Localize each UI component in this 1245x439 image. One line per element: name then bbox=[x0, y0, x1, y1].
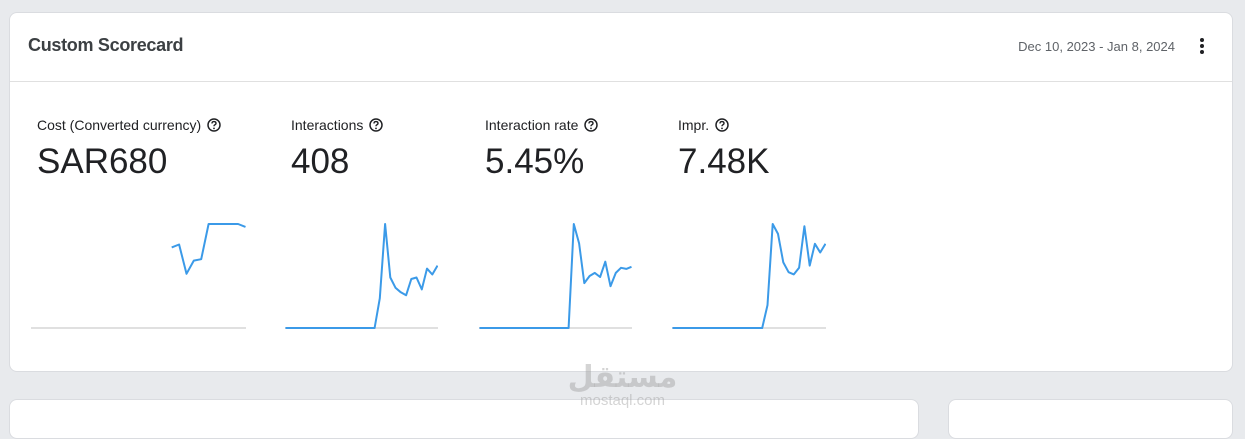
metric: Cost (Converted currency) SAR680 bbox=[37, 117, 221, 182]
sparkline bbox=[672, 223, 826, 329]
help-icon[interactable] bbox=[207, 118, 221, 132]
metric-label: Cost (Converted currency) bbox=[37, 117, 202, 133]
sparkline bbox=[285, 223, 438, 329]
help-mark bbox=[373, 120, 380, 127]
metric: Interactions 408 bbox=[291, 117, 384, 182]
metric-value: 408 bbox=[291, 142, 350, 181]
metric: Impr. 7.48K bbox=[678, 117, 769, 182]
help-icon[interactable] bbox=[584, 118, 599, 132]
metric-label: Impr. bbox=[678, 117, 710, 133]
help-mark bbox=[588, 120, 595, 127]
metric-label-row: Interaction rate bbox=[485, 117, 599, 133]
sparkline bbox=[479, 223, 632, 329]
help-circle bbox=[369, 118, 384, 132]
scorecard-card: Custom Scorecard Dec 10, 2023 - Jan 8, 2… bbox=[9, 12, 1233, 372]
metric-value: 7.48K bbox=[678, 142, 770, 181]
help-icon[interactable] bbox=[369, 118, 384, 132]
more-menu[interactable] bbox=[1199, 37, 1205, 55]
metric-label-row: Cost (Converted currency) bbox=[37, 117, 221, 133]
metric-label: Interactions bbox=[291, 117, 364, 133]
divider bbox=[10, 81, 1232, 82]
metric-value: 5.45% bbox=[485, 142, 585, 181]
sparkline-line bbox=[672, 223, 826, 329]
metric-value: SAR680 bbox=[37, 142, 168, 181]
help-dot bbox=[721, 127, 724, 130]
help-circle bbox=[207, 118, 221, 132]
metric-label: Interaction rate bbox=[485, 117, 579, 133]
card-title: Custom Scorecard bbox=[28, 35, 184, 55]
help-circle bbox=[584, 118, 599, 132]
watermark-arabic: مستقل bbox=[567, 361, 678, 394]
metric-label-row: Impr. bbox=[678, 117, 769, 133]
sparkline bbox=[31, 223, 246, 329]
metric-label-row: Interactions bbox=[291, 117, 384, 133]
watermark-latin: mostaql.com bbox=[579, 392, 666, 409]
help-circle bbox=[715, 118, 729, 132]
page: Custom Scorecard Dec 10, 2023 - Jan 8, 2… bbox=[9, 12, 1233, 439]
help-icon[interactable] bbox=[715, 118, 729, 132]
sparkline-line bbox=[479, 223, 632, 329]
help-mark bbox=[211, 120, 217, 127]
help-dot bbox=[375, 127, 378, 130]
sparkline-line bbox=[171, 223, 246, 275]
metric: Interaction rate 5.45% bbox=[485, 117, 599, 182]
date-range[interactable]: Dec 10, 2023 - Jan 8, 2024 bbox=[1018, 39, 1175, 54]
help-dot bbox=[213, 127, 216, 130]
sparkline-line bbox=[285, 223, 438, 329]
help-dot bbox=[590, 127, 593, 130]
help-mark bbox=[719, 120, 725, 127]
